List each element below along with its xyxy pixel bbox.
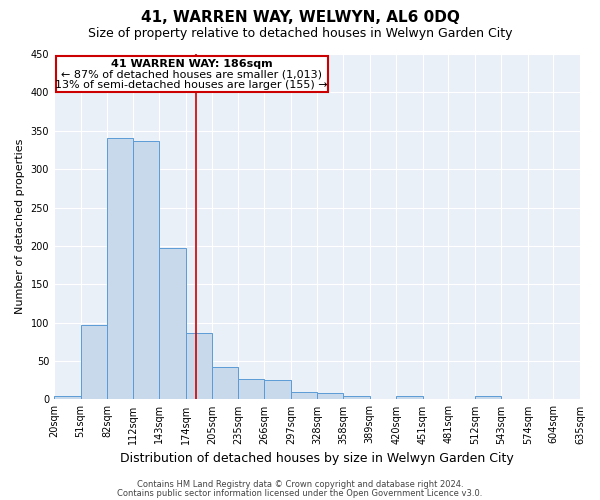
Bar xyxy=(159,248,186,400)
Text: 41 WARREN WAY: 186sqm: 41 WARREN WAY: 186sqm xyxy=(111,58,272,68)
Bar xyxy=(54,396,80,400)
Bar xyxy=(80,325,107,400)
Bar xyxy=(528,398,553,400)
Bar xyxy=(56,56,328,92)
Bar xyxy=(475,396,502,400)
Text: 41, WARREN WAY, WELWYN, AL6 0DQ: 41, WARREN WAY, WELWYN, AL6 0DQ xyxy=(140,10,460,25)
Bar xyxy=(186,334,212,400)
Bar xyxy=(212,367,238,400)
Bar xyxy=(265,380,291,400)
Bar xyxy=(291,392,317,400)
Text: ← 87% of detached houses are smaller (1,013): ← 87% of detached houses are smaller (1,… xyxy=(61,69,322,79)
Bar xyxy=(133,140,159,400)
Text: Contains public sector information licensed under the Open Government Licence v3: Contains public sector information licen… xyxy=(118,488,482,498)
Bar xyxy=(317,394,343,400)
Text: 13% of semi-detached houses are larger (155) →: 13% of semi-detached houses are larger (… xyxy=(55,80,328,90)
Bar xyxy=(422,398,448,400)
Bar xyxy=(396,396,422,400)
Bar xyxy=(107,138,133,400)
Text: Size of property relative to detached houses in Welwyn Garden City: Size of property relative to detached ho… xyxy=(88,28,512,40)
Text: Contains HM Land Registry data © Crown copyright and database right 2024.: Contains HM Land Registry data © Crown c… xyxy=(137,480,463,489)
X-axis label: Distribution of detached houses by size in Welwyn Garden City: Distribution of detached houses by size … xyxy=(120,452,514,465)
Y-axis label: Number of detached properties: Number of detached properties xyxy=(15,139,25,314)
Bar xyxy=(238,380,265,400)
Bar xyxy=(343,396,370,400)
Bar xyxy=(370,398,396,400)
